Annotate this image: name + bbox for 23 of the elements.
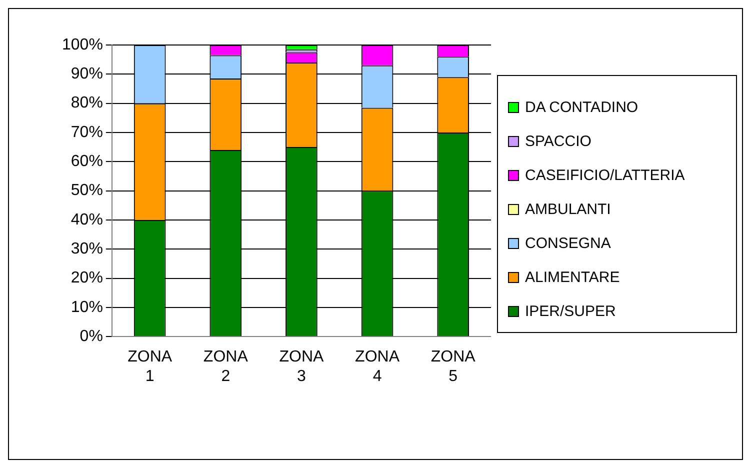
y-tick-label: 80% [70, 94, 103, 112]
legend-label: CASEIFICIO/LATTERIA [525, 166, 685, 184]
legend-label: AMBULANTI [525, 200, 611, 218]
y-tick-label: 0% [80, 328, 103, 346]
y-tick-label: 10% [70, 298, 103, 316]
legend-label: SPACCIO [525, 132, 592, 150]
y-tick-label: 20% [70, 270, 103, 287]
y-tick-label: 30% [70, 240, 103, 258]
y-tick-label: 60% [70, 153, 103, 170]
y-tick-label: 100% [62, 36, 103, 54]
x-tick-label: ZONA 3 [279, 348, 324, 385]
x-tick-label: ZONA 1 [128, 348, 172, 385]
y-tick-label: 90% [70, 66, 103, 83]
y-tick-label: 70% [70, 124, 103, 141]
x-tick-label: ZONA 2 [203, 348, 248, 385]
y-tick-label: 50% [70, 182, 103, 200]
legend-label: DA CONTADINO [525, 98, 638, 116]
legend-label: ALIMENTARE [525, 268, 620, 286]
legend-label: IPER/SUPER [525, 302, 616, 320]
x-tick-label: ZONA 4 [355, 348, 400, 385]
x-tick-label: ZONA 5 [430, 348, 476, 385]
legend-label: CONSEGNA [525, 234, 611, 252]
y-tick-label: 40% [70, 211, 103, 228]
